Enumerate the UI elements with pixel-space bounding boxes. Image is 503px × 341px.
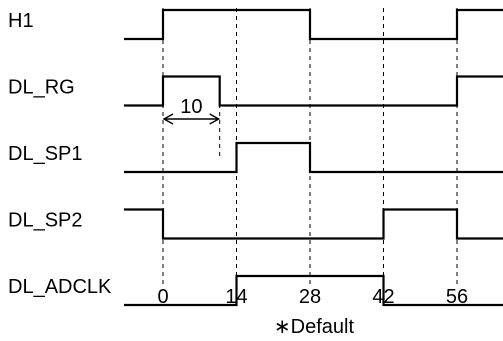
signal-label-dl-sp1: DL_SP1: [8, 143, 83, 165]
time-tick-42: 42: [372, 286, 394, 308]
signal-label-dl-rg: DL_RG: [8, 77, 75, 99]
dimension-arrow-right: [209, 113, 221, 125]
signal-label-h1: H1: [8, 10, 34, 32]
waveform-h1: [124, 8, 503, 41]
dimension-label: 10: [180, 96, 202, 118]
footnote: ∗Default: [274, 316, 355, 338]
waveform-dl-rg: [124, 75, 503, 107]
waveform-dl-sp2: [124, 208, 503, 240]
time-tick-14: 14: [225, 286, 247, 308]
waveform-dl-sp1: [124, 141, 503, 174]
signal-label-dl-sp2: DL_SP2: [8, 210, 83, 232]
time-tick-0: 0: [157, 286, 168, 308]
signal-label-dl-adclk: DL_ADCLK: [8, 276, 112, 298]
signal-waveforms: [124, 8, 503, 307]
signal-labels: H1 DL_RG DL_SP1 DL_SP2 DL_ADCLK: [8, 10, 112, 298]
time-tick-28: 28: [299, 286, 321, 308]
time-axis-ticks: 0 14 28 42 56: [157, 286, 468, 308]
time-tick-56: 56: [446, 286, 468, 308]
dimension-arrow-left: [162, 113, 174, 125]
pulse-width-dimension: 10: [162, 96, 221, 125]
waveform-dl-adclk: [124, 274, 503, 307]
